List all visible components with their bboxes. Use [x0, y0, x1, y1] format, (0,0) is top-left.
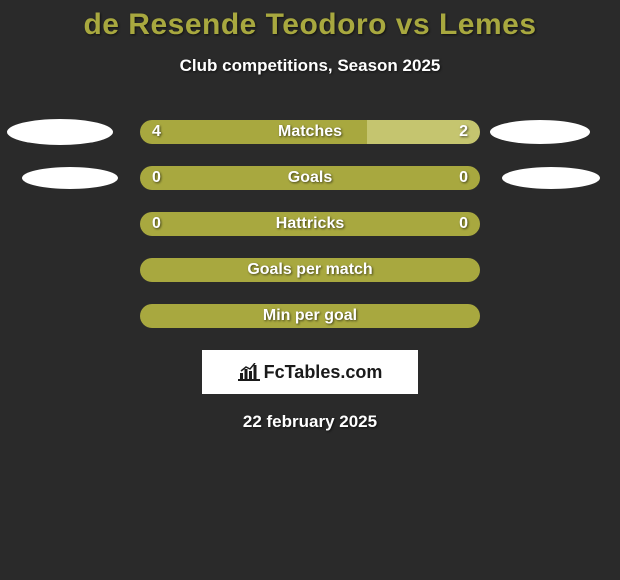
- stat-label: Goals: [288, 169, 332, 187]
- stat-label: Goals per match: [247, 261, 372, 279]
- stat-label: Min per goal: [263, 307, 357, 325]
- infographic-container: de Resende Teodoro vs Lemes Club competi…: [0, 0, 620, 432]
- bar-chart-icon: [238, 363, 260, 381]
- stat-bar-left: 0: [140, 166, 310, 190]
- stat-row-full: Goals per match: [0, 258, 620, 282]
- stat-bar-right: 2: [367, 120, 480, 144]
- stat-bar-full: Goals per match: [140, 258, 480, 282]
- stat-row: 0 0 Goals: [0, 166, 620, 190]
- stat-value-right: 2: [459, 123, 468, 141]
- subtitle: Club competitions, Season 2025: [0, 56, 620, 76]
- stat-row: 4 2 Matches: [0, 120, 620, 144]
- page-title: de Resende Teodoro vs Lemes: [0, 8, 620, 42]
- stat-row-full: Min per goal: [0, 304, 620, 328]
- stat-bar: 4 2 Matches: [140, 120, 480, 144]
- stat-bar: 0 0 Hattricks: [140, 212, 480, 236]
- stat-value-right: 0: [459, 169, 468, 187]
- stat-bar-right: 0: [310, 166, 480, 190]
- stat-label: Hattricks: [276, 215, 344, 233]
- stat-bar-full: Min per goal: [140, 304, 480, 328]
- player-left-ellipse: [22, 167, 118, 189]
- stat-value-left: 0: [152, 169, 161, 187]
- player-right-ellipse: [490, 120, 590, 144]
- stat-row: 0 0 Hattricks: [0, 212, 620, 236]
- stat-rows: 4 2 Matches 0 0 Goals 0 0 Hattricks Goals per mat…: [0, 120, 620, 328]
- stat-label: Matches: [278, 123, 342, 141]
- stat-value-right: 0: [459, 215, 468, 233]
- player-right-ellipse: [502, 167, 600, 189]
- stat-bar: 0 0 Goals: [140, 166, 480, 190]
- logo-text: FcTables.com: [264, 362, 383, 383]
- date-label: 22 february 2025: [0, 412, 620, 432]
- logo-box[interactable]: FcTables.com: [202, 350, 418, 394]
- player-left-ellipse: [7, 119, 113, 145]
- stat-value-left: 4: [152, 123, 161, 141]
- stat-value-left: 0: [152, 215, 161, 233]
